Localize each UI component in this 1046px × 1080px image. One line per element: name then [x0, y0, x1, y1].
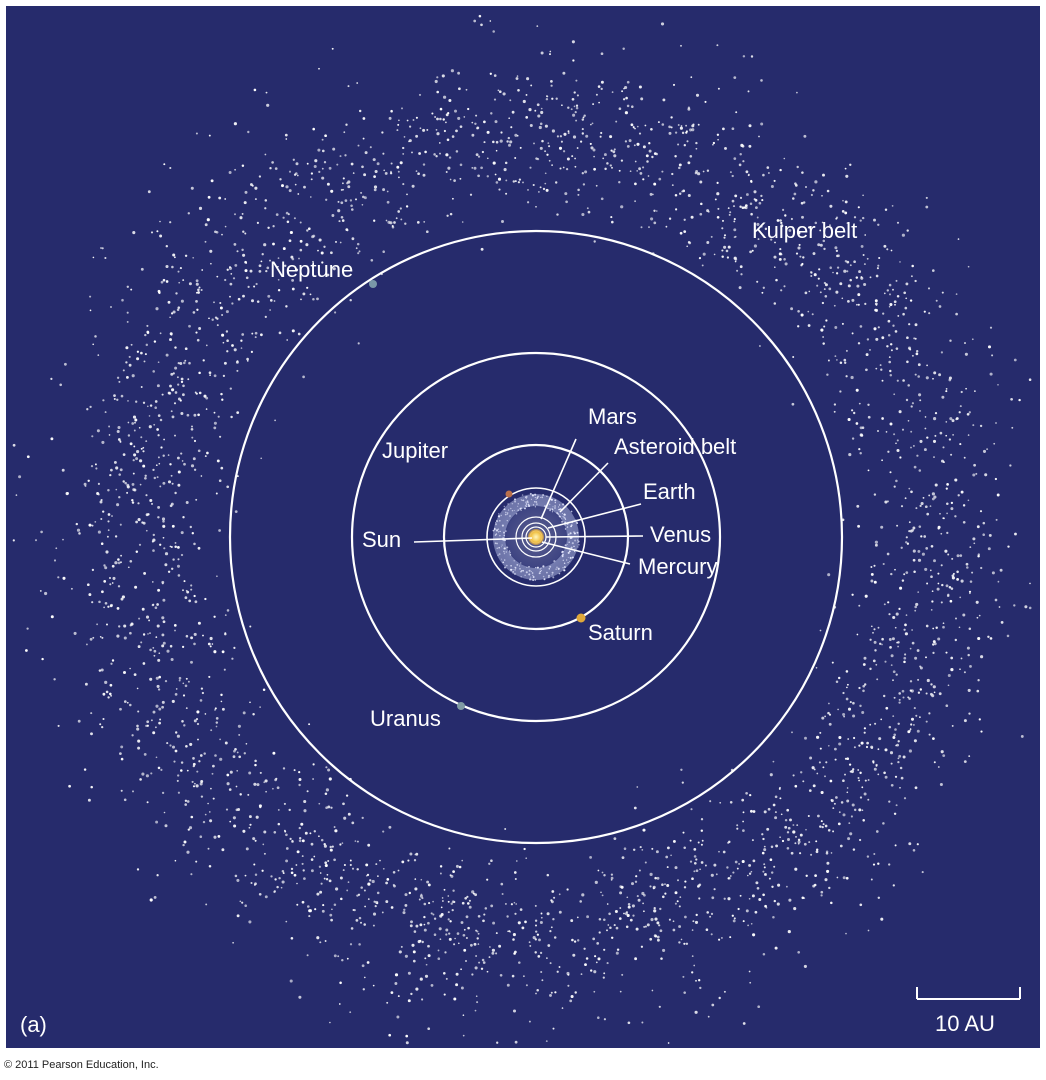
uranus-orbit [350, 351, 722, 723]
leader-lines [413, 438, 644, 565]
mars-label: Mars [588, 404, 637, 429]
jupiter-planet [505, 490, 513, 498]
venus-leader [545, 535, 644, 538]
scale-bar [916, 987, 1021, 1000]
mars-leader [540, 438, 577, 520]
scale-bar-label: 10 AU [935, 1011, 995, 1036]
earth-label: Earth [643, 479, 696, 504]
mercury-label: Mercury [638, 554, 717, 579]
panel-label: (a) [20, 1012, 47, 1037]
kuiper-belt-dots [12, 14, 1032, 1045]
asteroid-belt-label: Asteroid belt [614, 434, 736, 459]
sun-leader [413, 537, 533, 543]
orbits [228, 229, 844, 845]
mercury-leader [541, 541, 631, 565]
venus-label: Venus [650, 522, 711, 547]
sun [528, 529, 544, 545]
neptune-planet [369, 280, 377, 288]
saturn-label: Saturn [588, 620, 653, 645]
neptune-orbit [228, 229, 844, 845]
earth-leader [547, 503, 642, 529]
asteroid-dots [492, 492, 580, 581]
asteroid-belt-leader [559, 462, 609, 513]
copyright-text: © 2011 Pearson Education, Inc. [4, 1059, 159, 1071]
kuiper-belt-label: Kuiper belt [752, 218, 857, 243]
sun-label: Sun [362, 527, 401, 552]
jupiter-label: Jupiter [382, 438, 448, 463]
uranus-planet [457, 702, 465, 710]
saturn-orbit [442, 443, 630, 631]
neptune-label: Neptune [270, 257, 353, 282]
saturn-planet [576, 613, 586, 623]
uranus-label: Uranus [370, 706, 441, 731]
